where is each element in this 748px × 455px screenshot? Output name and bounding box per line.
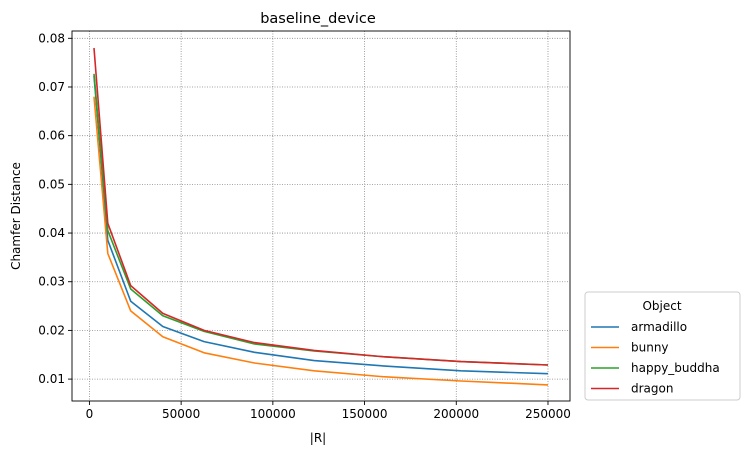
y-tick-label: 0.08 [38,31,65,45]
x-tick-label: 250000 [525,407,571,421]
series-lines [93,47,549,386]
x-tick-label: 150000 [342,407,388,421]
series-line-bunny [93,96,549,386]
y-tick-label: 0.07 [38,80,65,94]
y-tick-label: 0.04 [38,226,65,240]
legend-label-bunny: bunny [631,341,669,355]
y-axis-label: Chamfer Distance [9,162,23,270]
y-tick-label: 0.02 [38,323,65,337]
x-axis-ticks: 0 50000 100000 150000 200000 250000 [86,401,571,421]
legend-title: Object [642,299,681,313]
legend-label-dragon: dragon [631,382,673,396]
legend-box [584,291,741,401]
x-tick-label: 50000 [162,407,200,421]
y-tick-label: 0.01 [38,372,65,386]
x-axis-label: |R| [310,431,326,445]
y-axis-ticks: 0.01 0.02 0.03 0.04 0.05 0.06 0.07 0.08 [38,31,72,386]
x-tick-label: 200000 [433,407,479,421]
x-tick-label: 100000 [250,407,296,421]
y-tick-label: 0.06 [38,129,65,143]
x-tick-label: 0 [86,407,94,421]
series-line-happy_buddha [93,73,549,366]
chart-title: baseline_device [260,11,376,27]
grid-lines [72,31,570,401]
plot-frame [71,30,571,402]
legend-label-happy_buddha: happy_buddha [631,361,720,375]
y-tick-label: 0.03 [38,275,65,289]
y-tick-label: 0.05 [38,177,65,191]
series-line-armadillo [93,75,549,375]
legend-label-armadillo: armadillo [631,320,687,334]
series-line-dragon [93,47,549,366]
